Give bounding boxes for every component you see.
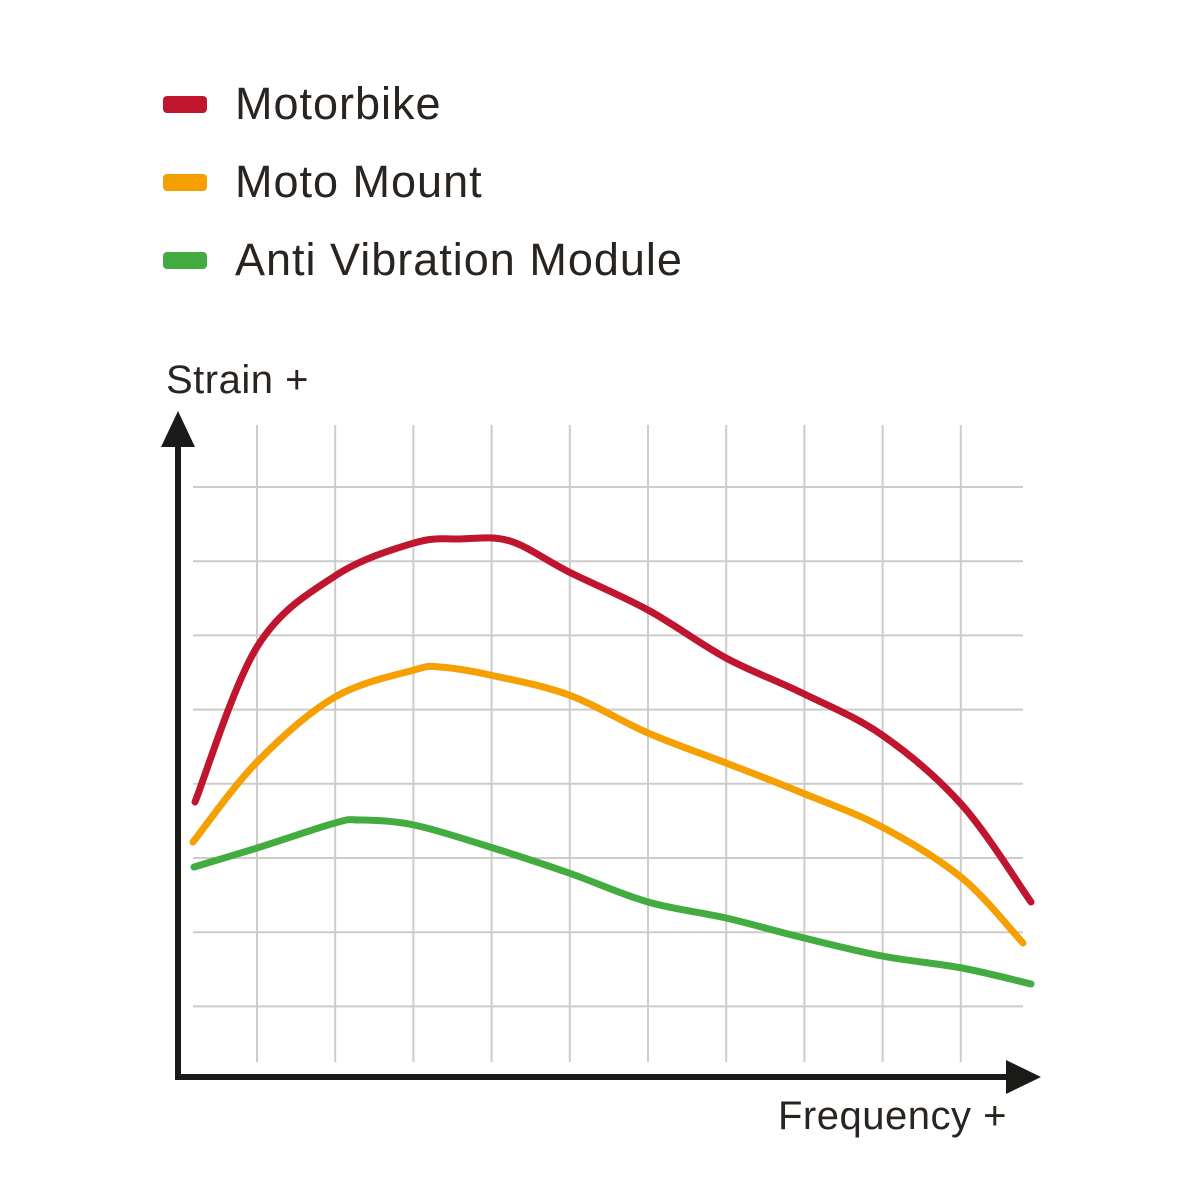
curve-motorbike: [191, 534, 1035, 906]
y-axis-label: Strain +: [166, 358, 309, 402]
legend-item-motorbike: Motorbike: [163, 78, 683, 129]
legend-label-anti-vibration-module: Anti Vibration Module: [235, 234, 683, 285]
legend-item-anti-vibration-module: Anti Vibration Module: [163, 234, 683, 285]
legend-swatch-green: [163, 251, 207, 269]
legend-label-moto-mount: Moto Mount: [235, 156, 483, 207]
x-axis-arrow-icon: [1006, 1060, 1041, 1094]
legend-label-motorbike: Motorbike: [235, 78, 442, 129]
x-axis-label: Frequency +: [778, 1094, 1007, 1138]
curve-anti-vibration-module: [190, 816, 1035, 988]
curve-moto-mount: [189, 662, 1027, 947]
legend: Motorbike Moto Mount Anti Vibration Modu…: [163, 78, 683, 285]
legend-swatch-orange: [163, 173, 207, 191]
y-axis-arrow-icon: [161, 411, 195, 447]
legend-swatch-red: [163, 95, 207, 113]
legend-item-moto-mount: Moto Mount: [163, 156, 683, 207]
